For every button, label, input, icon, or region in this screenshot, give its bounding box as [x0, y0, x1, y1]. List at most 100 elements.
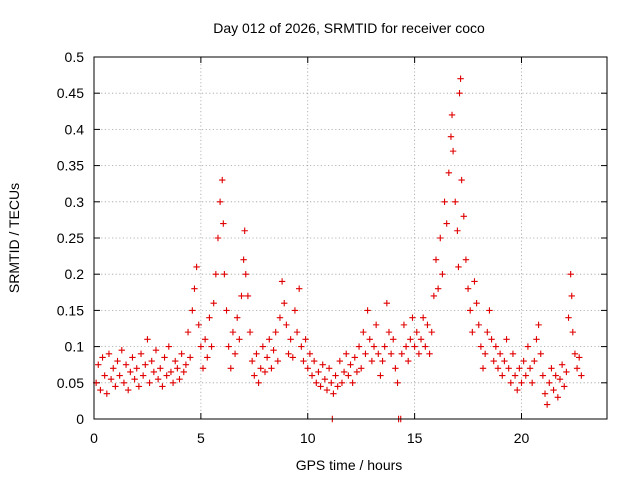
data-point — [535, 321, 542, 329]
y-tick-label: 0.45 — [57, 85, 84, 101]
data-point — [251, 372, 258, 379]
data-point — [234, 314, 241, 321]
data-point — [533, 336, 540, 343]
data-point — [193, 263, 200, 271]
x-tick-labels: 0 5 10 15 20 — [90, 430, 529, 446]
data-point — [430, 292, 438, 300]
data-point — [349, 379, 356, 386]
data-point — [220, 220, 227, 227]
data-point — [137, 350, 145, 358]
x-tick-label: 20 — [514, 430, 530, 446]
data-point — [321, 375, 329, 383]
data-point — [272, 328, 279, 336]
data-point — [97, 386, 104, 394]
data-point — [370, 343, 378, 350]
data-point — [125, 386, 132, 394]
data-point — [477, 343, 485, 350]
data-point — [573, 365, 581, 372]
data-point — [550, 386, 557, 394]
data-point — [353, 368, 361, 376]
data-point — [148, 357, 155, 365]
data-point — [261, 368, 269, 376]
data-point — [208, 343, 215, 350]
data-point — [539, 372, 547, 379]
data-point — [263, 354, 271, 361]
data-point — [135, 383, 143, 390]
data-point — [244, 292, 252, 300]
data-point — [383, 299, 391, 307]
data-point — [541, 390, 549, 397]
data-point — [434, 285, 442, 292]
data-point — [479, 365, 487, 372]
data-point — [246, 328, 254, 336]
data-point — [565, 314, 572, 321]
data-point — [475, 321, 482, 329]
data-point — [231, 350, 239, 358]
data-point — [390, 336, 397, 343]
data-point — [387, 350, 395, 358]
data-point — [144, 336, 151, 343]
y-tick-label: 0.15 — [57, 302, 84, 318]
data-point — [357, 365, 365, 372]
y-tick-label: 0.4 — [65, 121, 85, 137]
y-tick-labels: 0 0.05 0.1 0.15 0.2 0.25 0.3 0.35 0.4 0.45 0.5 — [57, 49, 84, 427]
data-point — [505, 365, 512, 372]
data-point — [154, 375, 162, 383]
data-point — [443, 220, 450, 227]
data-point — [340, 368, 348, 376]
data-point — [330, 390, 337, 397]
data-point — [402, 343, 410, 350]
x-tick-label: 5 — [197, 430, 205, 446]
data-point — [248, 357, 256, 365]
data-point — [242, 271, 249, 278]
data-point — [460, 213, 467, 220]
data-point — [464, 285, 472, 292]
data-point — [276, 314, 284, 321]
data-point — [268, 365, 275, 372]
data-point — [221, 271, 228, 278]
data-point — [567, 271, 574, 278]
data-point — [116, 372, 123, 379]
data-point — [182, 361, 190, 368]
data-point — [240, 256, 247, 263]
data-point — [199, 365, 207, 372]
data-point — [223, 307, 230, 314]
data-point — [409, 314, 416, 321]
data-point — [441, 198, 448, 205]
data-point — [439, 271, 446, 278]
data-point — [457, 75, 464, 82]
y-tick-label: 0 — [76, 411, 84, 427]
y-tick-label: 0.5 — [65, 49, 85, 65]
data-point — [526, 365, 534, 372]
data-point — [285, 350, 292, 358]
data-point — [377, 372, 384, 379]
data-point — [259, 343, 267, 350]
data-point — [494, 365, 502, 372]
data-point — [127, 368, 134, 376]
data-point — [103, 390, 111, 397]
data-point — [407, 336, 414, 343]
data-point — [503, 336, 510, 343]
data-point — [531, 357, 538, 365]
data-point — [195, 321, 202, 329]
data-point — [400, 321, 408, 329]
data-point — [289, 354, 296, 361]
data-point — [486, 307, 493, 314]
data-point — [385, 328, 393, 336]
data-point — [114, 357, 121, 365]
data-point — [576, 354, 583, 361]
data-point — [317, 383, 324, 390]
data-point — [253, 350, 260, 358]
data-point — [139, 372, 147, 379]
y-tick-label: 0.05 — [57, 375, 84, 391]
chart-title: Day 012 of 2026, SRMTID for receiver coc… — [213, 20, 485, 36]
data-point — [563, 368, 570, 376]
data-point — [257, 365, 264, 372]
data-point — [456, 90, 463, 97]
data-point — [118, 347, 125, 354]
data-point — [206, 314, 213, 321]
data-point — [520, 357, 527, 365]
data-point — [561, 383, 568, 390]
data-point — [514, 386, 521, 394]
data-point — [191, 285, 198, 292]
